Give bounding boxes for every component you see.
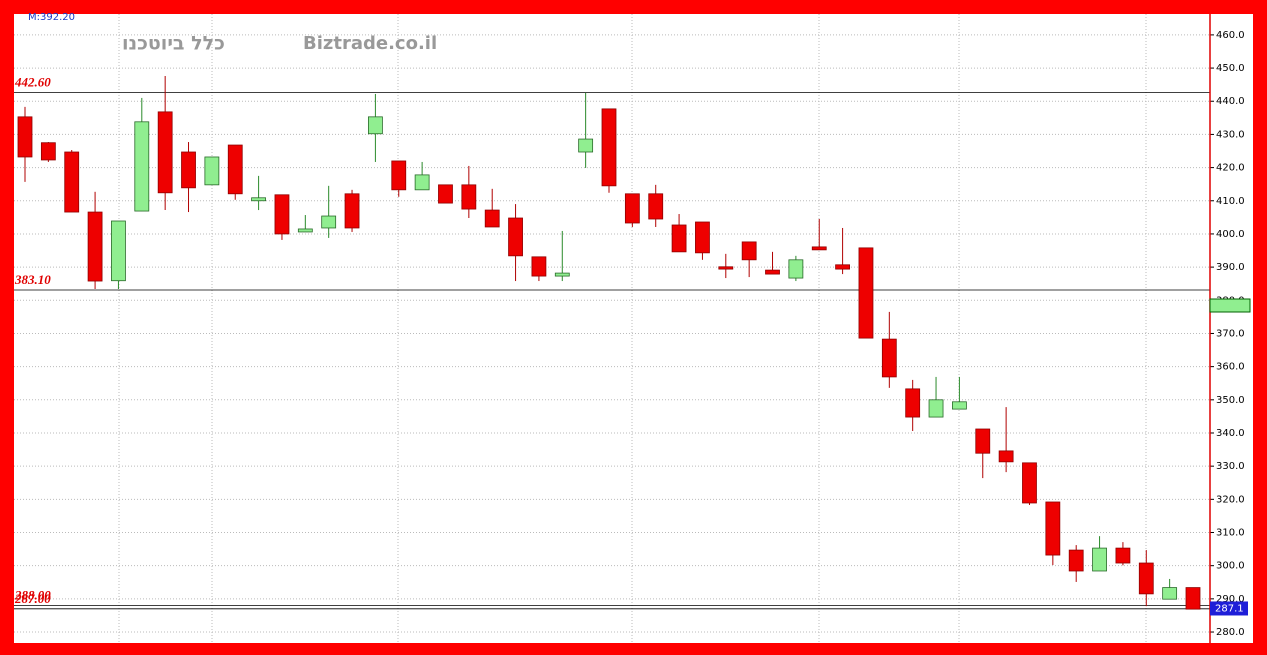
y-tick-label: 320.0 [1216, 494, 1245, 505]
candle-body [274, 194, 290, 235]
candle-body [40, 142, 56, 161]
level-label: 442.60 [14, 75, 51, 90]
candle-body [858, 247, 874, 339]
level-label: 383.10 [14, 272, 51, 287]
candle-body [648, 193, 664, 220]
y-tick-label: 460.0 [1216, 30, 1245, 41]
y-tick-label: 420.0 [1216, 163, 1245, 174]
candle-body [741, 241, 757, 261]
candle-body [134, 121, 150, 212]
candle-body [181, 151, 196, 189]
candle-body [811, 246, 827, 251]
last-price-label: 287.1 [1215, 603, 1244, 614]
candle-body [578, 138, 594, 153]
y-tick-label: 360.0 [1216, 362, 1245, 373]
candle-body [484, 209, 500, 228]
price-box [1209, 298, 1251, 313]
grid: 280.0 290.0 300.0 310.0 320.0 330.0 340.0 350.0… [14, 14, 1245, 643]
candle-body [765, 269, 780, 275]
candle-body [64, 151, 80, 213]
candle-body [227, 144, 243, 195]
candle-body [975, 428, 991, 454]
y-tick-label: 430.0 [1216, 129, 1245, 140]
candle-body [1045, 501, 1061, 556]
candle-body [1115, 547, 1131, 564]
level-label: 288.00 [14, 587, 51, 602]
candle-body [321, 215, 337, 229]
candle-body [414, 174, 430, 191]
candle-body [461, 184, 477, 210]
candle-body [297, 228, 313, 233]
candle-body [87, 211, 103, 282]
candle-body [1068, 549, 1084, 572]
candle-body [17, 116, 33, 158]
y-tick-label: 280.0 [1216, 627, 1245, 638]
y-tick-label: 400.0 [1216, 229, 1245, 240]
candle-body [928, 399, 944, 418]
candle-body [531, 256, 547, 277]
candle-body [554, 272, 570, 277]
y-tick-label: 440.0 [1216, 96, 1245, 107]
candle-body [367, 116, 383, 135]
y-tick-label: 290.0 [1216, 594, 1245, 605]
y-tick-label: 370.0 [1216, 328, 1245, 339]
candle-body [204, 156, 220, 186]
level-label: 287.00 [14, 591, 51, 606]
candle-body [1138, 562, 1154, 595]
y-tick-label: 330.0 [1216, 461, 1245, 472]
candle-body [508, 217, 523, 257]
y-tick-label: 340.0 [1216, 428, 1245, 439]
candle-body [624, 193, 640, 224]
y-tick-label: 300.0 [1216, 561, 1245, 572]
y-tick-label: 450.0 [1216, 63, 1245, 74]
candle-body [1022, 462, 1037, 504]
candle-body [344, 193, 360, 229]
y-tick-label: 390.0 [1216, 262, 1245, 273]
candle-body [881, 338, 897, 378]
y-tick-label: 410.0 [1216, 196, 1245, 207]
last-price-box [1210, 601, 1248, 616]
candle-body [952, 401, 967, 410]
candle-body [1162, 587, 1178, 600]
candle-body [157, 111, 173, 194]
candle-body [835, 264, 850, 270]
candle-body [998, 450, 1014, 463]
candle-body [391, 160, 407, 191]
candle-body [788, 259, 804, 279]
candle-body [251, 197, 267, 202]
candle-body [905, 388, 921, 418]
watermark: Biztrade.co.il [303, 33, 437, 54]
info: M:392.20 [28, 12, 75, 23]
y-tick-label: 350.0 [1216, 395, 1245, 406]
candle-body [438, 184, 453, 204]
marks [17, 76, 1201, 610]
candle-body [1092, 547, 1107, 572]
y-tick-label: 310.0 [1216, 528, 1245, 539]
candle-body [718, 266, 734, 270]
candle-body [671, 224, 687, 253]
candle-body [111, 220, 126, 282]
chart-title: כלל ביוטכנו [122, 33, 225, 55]
candle-body [695, 221, 710, 254]
candle-body [601, 108, 617, 187]
candle-body [1185, 587, 1201, 610]
plot-background [14, 14, 1253, 643]
